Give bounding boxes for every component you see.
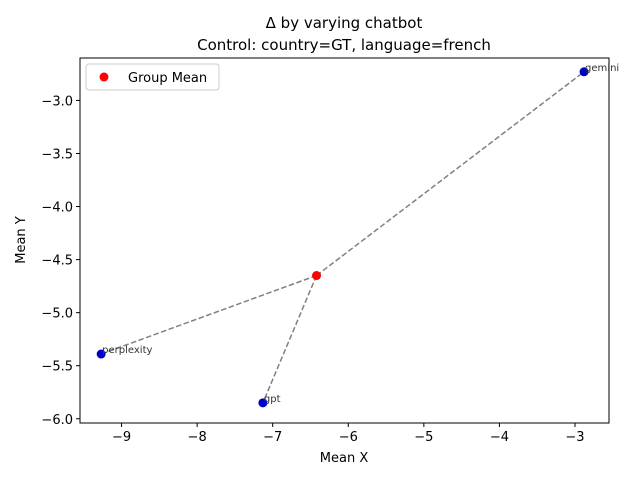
x-tick-label: −5 bbox=[414, 430, 433, 445]
connector-lines bbox=[100, 71, 585, 404]
x-tick-label: −6 bbox=[339, 430, 358, 445]
legend-marker-group-mean bbox=[99, 72, 109, 82]
group-mean-point bbox=[312, 271, 322, 281]
connector-line-gpt bbox=[262, 275, 318, 404]
y-tick-label: −4.0 bbox=[41, 201, 73, 216]
y-tick-label: −3.0 bbox=[41, 94, 73, 109]
legend-box bbox=[85, 63, 220, 91]
x-tick-label: −3 bbox=[565, 430, 584, 445]
x-tick-label: −8 bbox=[188, 430, 207, 445]
y-axis-label: Mean Y bbox=[14, 216, 29, 264]
x-axis-label: Mean X bbox=[320, 451, 369, 466]
x-tick-label: −7 bbox=[263, 430, 282, 445]
connector-line-perplexity bbox=[100, 274, 317, 355]
chart-title: Δ by varying chatbot bbox=[266, 14, 423, 32]
point-label-gemini: gemini bbox=[585, 63, 619, 74]
connector-line-gemini bbox=[316, 71, 585, 277]
data-points: gemini perplexity gpt bbox=[96, 63, 619, 408]
legend: Group Mean bbox=[85, 63, 220, 91]
y-tick-label: −4.5 bbox=[41, 254, 73, 269]
point-label-gpt: gpt bbox=[264, 394, 281, 405]
chart-subtitle: Control: country=GT, language=french bbox=[197, 36, 491, 54]
x-axis-ticks: −9 −8 −7 −6 −5 −4 −3 bbox=[112, 423, 585, 445]
legend-label-group-mean: Group Mean bbox=[128, 71, 207, 86]
plot-area-frame bbox=[79, 57, 610, 424]
data-point-gpt bbox=[258, 398, 268, 408]
y-tick-label: −3.5 bbox=[41, 147, 73, 162]
data-point-gemini bbox=[579, 67, 589, 77]
y-tick-label: −6.0 bbox=[41, 413, 73, 428]
y-tick-label: −5.5 bbox=[41, 360, 73, 375]
x-tick-label: −4 bbox=[490, 430, 509, 445]
point-label-perplexity: perplexity bbox=[102, 345, 152, 356]
y-tick-label: −5.0 bbox=[41, 307, 73, 322]
data-point-perplexity bbox=[96, 349, 106, 359]
y-axis-ticks: −6.0 −5.5 −5.0 −4.5 −4.0 −3.5 −3.0 bbox=[41, 94, 80, 428]
x-tick-label: −9 bbox=[112, 430, 131, 445]
